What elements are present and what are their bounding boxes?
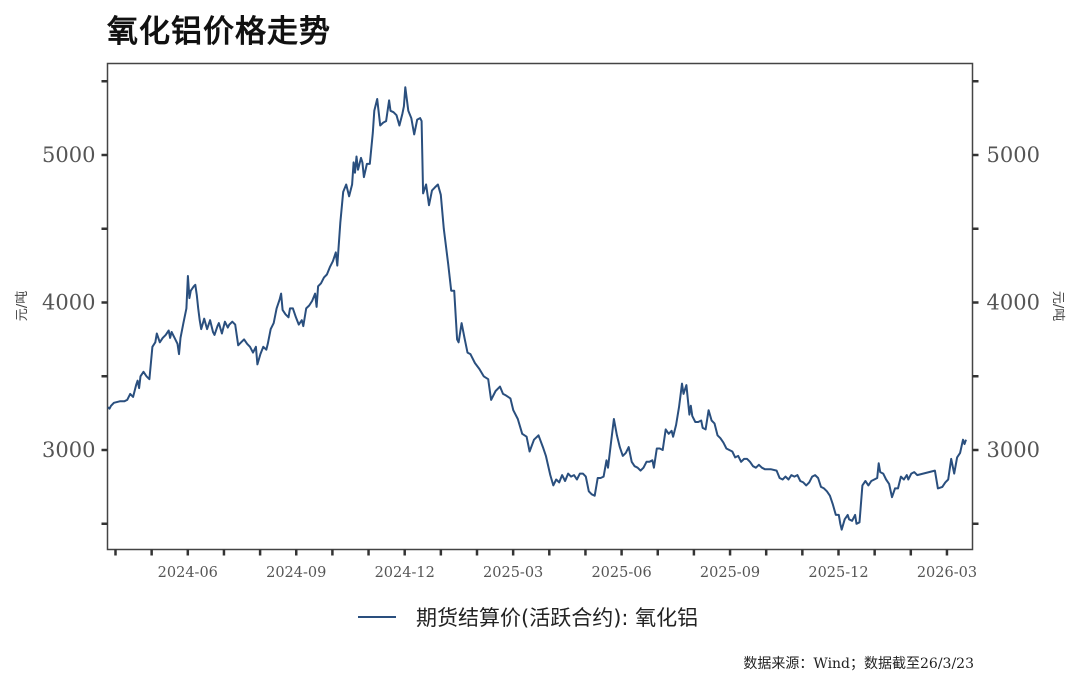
y-axis-right: 3000 4000 5000: [972, 80, 1040, 525]
x-tick-label: 2024-09: [266, 565, 326, 581]
chart-title: 氧化铝价格走势: [107, 14, 331, 50]
y-tick-label: 3000: [987, 438, 1040, 462]
series-line-alumina: [107, 86, 967, 531]
x-tick-label: 2025-09: [700, 565, 760, 581]
x-tick-label: 2025-12: [808, 565, 868, 581]
x-tick-label: 2025-06: [591, 565, 651, 581]
x-tick-label: 2024-12: [375, 565, 435, 581]
plot-frame: [106, 62, 974, 551]
legend: 期货结算价(活跃合约): 氧化铝: [358, 602, 698, 632]
y-tick-label: 5000: [987, 143, 1040, 167]
x-tick-label: 2026-03: [917, 565, 977, 581]
y-axis-unit-right: 元/吨: [1050, 291, 1065, 321]
y-tick-label: 4000: [42, 291, 95, 315]
legend-line-icon: [358, 616, 396, 618]
legend-label: 期货结算价(活跃合约): 氧化铝: [416, 606, 699, 630]
y-tick-label: 4000: [987, 291, 1040, 315]
y-tick-label: 5000: [42, 143, 95, 167]
y-tick-label: 3000: [42, 438, 95, 462]
data-source-note: 数据来源：Wind；数据截至26/3/23: [743, 656, 974, 672]
x-tick-label: 2024-06: [158, 565, 218, 581]
y-axis-left: 3000 4000 5000: [42, 80, 108, 525]
y-axis-unit-left: 元/吨: [15, 291, 30, 321]
x-axis: 2024-06 2024-09 2024-12 2025-03 2025-06 2025-…: [114, 549, 977, 581]
x-tick-label: 2025-03: [483, 565, 543, 581]
